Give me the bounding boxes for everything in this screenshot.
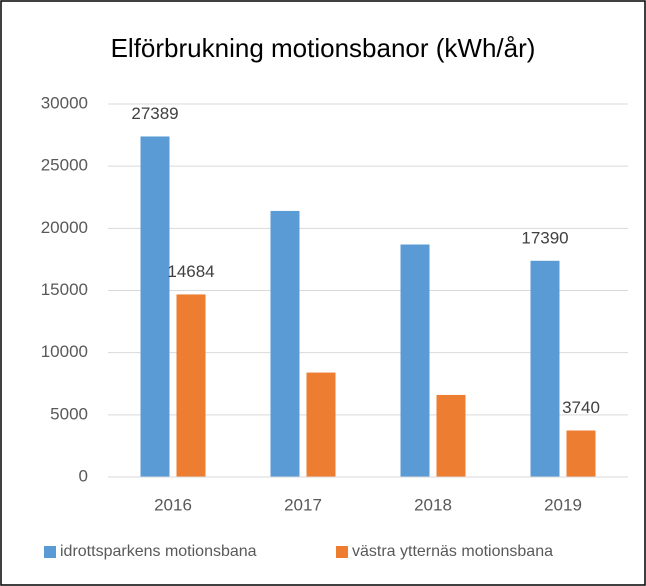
data-label: 17390 — [521, 228, 568, 247]
y-tick-label: 20000 — [41, 218, 88, 237]
bar — [400, 244, 430, 477]
data-label: 3740 — [562, 398, 600, 417]
data-label: 27389 — [131, 104, 178, 123]
y-tick-label: 0 — [79, 466, 88, 485]
bar — [436, 394, 466, 477]
legend-swatch — [336, 546, 348, 558]
x-tick-label: 2019 — [544, 495, 582, 514]
bar — [530, 260, 560, 477]
bar — [566, 430, 596, 477]
bar — [140, 136, 170, 477]
bar — [306, 372, 336, 477]
legend-label: västra ytternäs motionsbana — [352, 543, 553, 560]
x-tick-label: 2016 — [154, 495, 192, 514]
bar — [176, 294, 206, 477]
legend-label: idrottsparkens motionsbana — [60, 543, 257, 560]
x-tick-label: 2018 — [414, 495, 452, 514]
y-tick-label: 30000 — [41, 93, 88, 112]
x-tick-label: 2017 — [284, 495, 322, 514]
bar — [270, 210, 300, 477]
chart-title: Elförbrukning motionsbanor (kWh/år) — [111, 33, 536, 63]
y-tick-label: 15000 — [41, 280, 88, 299]
y-tick-label: 10000 — [41, 342, 88, 361]
y-tick-label: 25000 — [41, 156, 88, 175]
data-label: 14684 — [167, 262, 214, 281]
legend-swatch — [44, 546, 56, 558]
y-tick-label: 5000 — [50, 404, 88, 423]
